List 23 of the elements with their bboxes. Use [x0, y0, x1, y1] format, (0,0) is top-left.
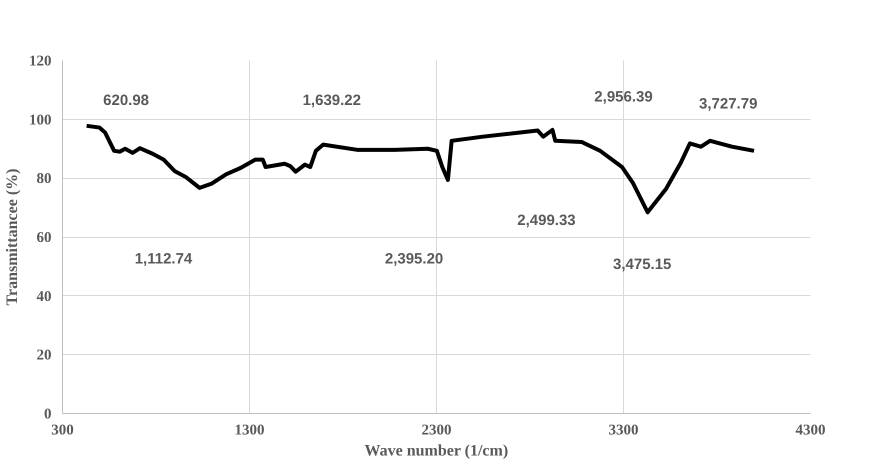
y-tick-label: 100	[29, 112, 52, 128]
y-tick-label: 0	[44, 406, 52, 422]
x-tick-label: 2300	[422, 422, 452, 438]
annotation: 1,112.74	[134, 250, 193, 268]
x-tick-label: 1300	[234, 422, 264, 438]
annotation: 3,475.15	[613, 256, 672, 273]
y-tick-label: 40	[36, 288, 52, 305]
y-axis-title: Transmittancee (%)	[4, 168, 21, 306]
y-tick-label: 80	[36, 171, 52, 188]
annotation: 1,639.22	[302, 92, 361, 109]
y-tick-label: 60	[36, 230, 52, 246]
annotation: 620.98	[103, 92, 150, 109]
annotation: 2,956.39	[594, 88, 653, 106]
x-tick-label: 3300	[608, 422, 638, 438]
annotation: 3,727.79	[699, 95, 758, 112]
x-tick-label: 4300	[796, 422, 826, 438]
x-tick-label: 300	[51, 422, 74, 438]
x-axis-title: Wave number (1/cm)	[364, 442, 508, 460]
annotation: 2,395.20	[384, 250, 444, 268]
y-tick-label: 20	[36, 348, 52, 364]
line-series	[84, 124, 756, 214]
annotation: 2,499.33	[517, 212, 576, 229]
y-tick-label: 120	[29, 54, 52, 70]
